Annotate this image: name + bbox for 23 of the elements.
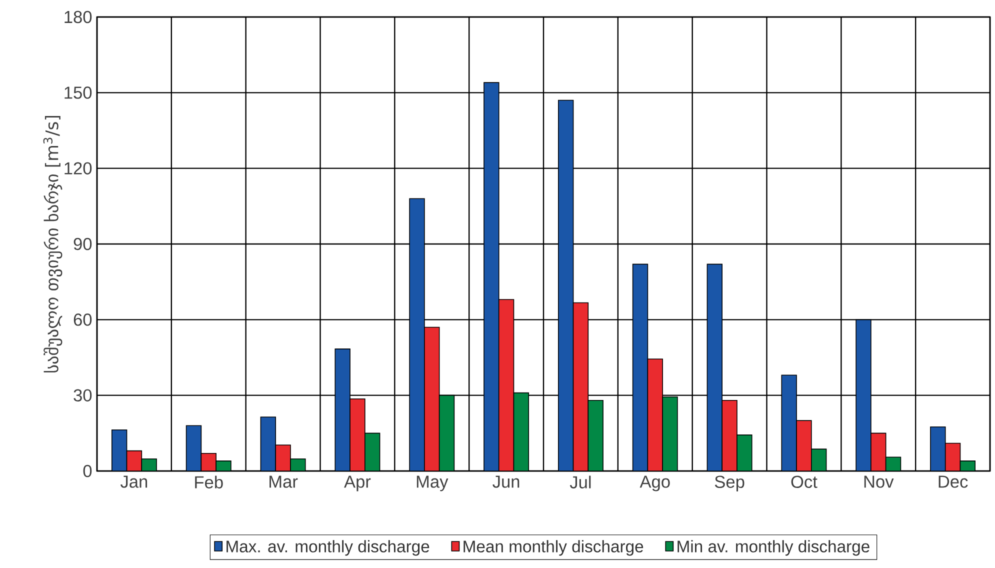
- x-tick-label: Nov: [864, 476, 894, 488]
- legend-label: Mean monthly discharge: [464, 540, 644, 556]
- y-tick-label: 60: [74, 314, 92, 326]
- legend-label: Max. av. monthly discharge: [226, 540, 430, 556]
- legend-label: Min av. monthly discharge: [678, 540, 870, 556]
- x-tick-label: Dec: [938, 476, 968, 488]
- y-tick-label: 120: [64, 162, 92, 174]
- y-tick-label: 150: [64, 86, 92, 99]
- x-tick-label: Sep: [714, 476, 744, 492]
- x-tick-label: Mar: [270, 476, 298, 488]
- x-tick-label: May: [416, 476, 448, 492]
- x-tick-label: Jul: [570, 476, 591, 488]
- x-tick-label: Ago: [640, 476, 670, 492]
- x-tick-label: Feb: [195, 476, 223, 488]
- x-tick-label: Jan: [120, 476, 148, 488]
- x-tick-label: Apr: [344, 476, 371, 492]
- y-tick-label: 90: [74, 238, 92, 250]
- y-axis-title: საშუალო თვიური ხარჯი [m$^{3}$/s]: [43, 116, 62, 372]
- y-tick-label: 0: [83, 464, 92, 478]
- y-tick-label: 30: [74, 389, 92, 402]
- x-tick-label: Oct: [791, 476, 818, 488]
- y-tick-label: 180: [64, 10, 92, 24]
- x-tick-label: Jun: [492, 476, 520, 488]
